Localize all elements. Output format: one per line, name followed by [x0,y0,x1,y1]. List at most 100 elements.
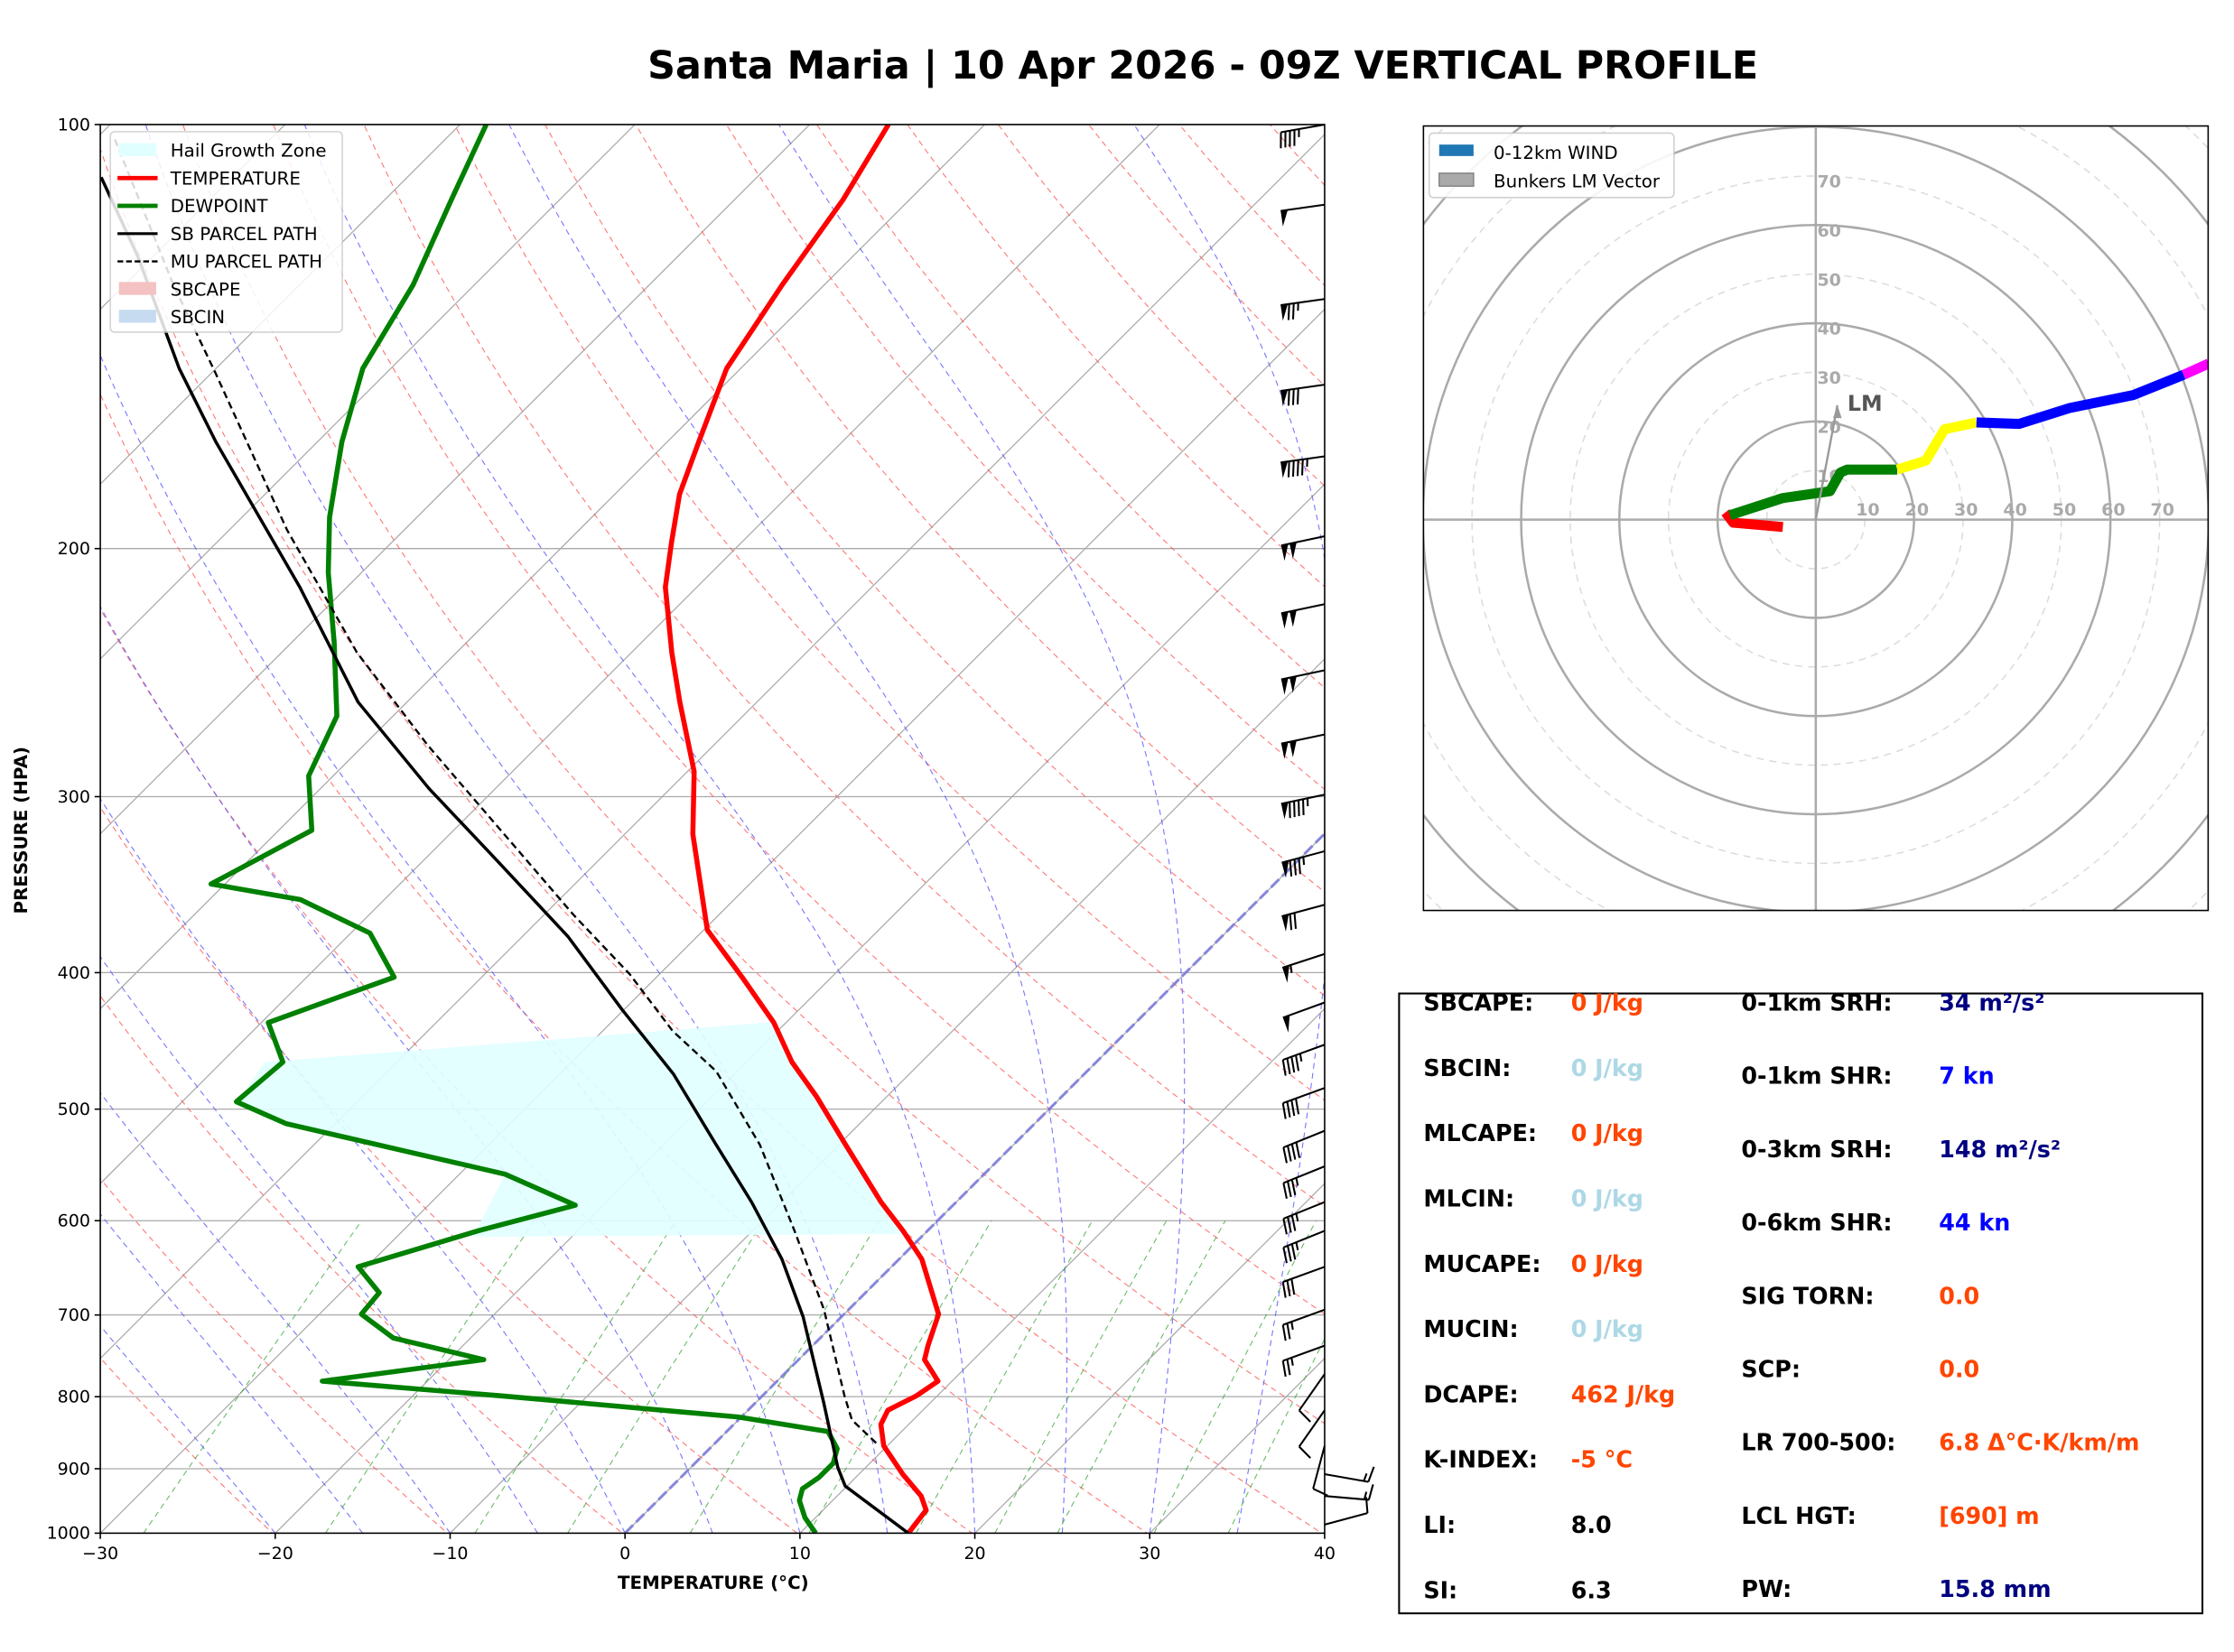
barb-flag [1289,542,1297,560]
barb-full [1295,1054,1300,1072]
legend-item: 0-12km WIND [1494,143,1618,163]
mixing-ratio-line [1056,1220,1226,1534]
stat-value: 6.8 Δ°C·K/km/m [1939,1429,2139,1456]
barb-full [1367,1466,1375,1482]
barb-staff [1282,1344,1326,1362]
barb-flag [1289,740,1297,757]
wind-barb [1281,849,1326,878]
ring-label-x: 60 [2101,500,2125,520]
moist-adiabat-line [100,605,713,1534]
mixing-ratio-line [474,1220,677,1534]
legend-swatch [118,282,156,295]
ring-label-x: 40 [2003,500,2026,520]
wind-barb [1282,1201,1326,1235]
hodograph-segment [1728,464,1898,521]
y-tick-label: 200 [58,539,90,559]
stat-value: 148 m²/s² [1939,1136,2061,1163]
wind-barb [1312,1445,1328,1497]
x-tick-label: 10 [789,1544,811,1564]
barb-half [1299,1053,1303,1063]
hail-growth-zone [236,1022,906,1238]
barb-half [1290,1357,1294,1366]
ring-label-y: 70 [1817,172,1840,192]
barb-full [1293,801,1296,818]
barb-full [1282,1247,1288,1264]
barb-full [1290,1179,1297,1196]
isotherm-line [100,124,636,660]
stat-label: SIG TORN: [1741,1282,1874,1309]
barb-full [1296,459,1299,477]
barb-flag [1280,543,1289,561]
barb-full [1282,1183,1288,1199]
dry-adiabat-line [363,124,1325,1208]
dry-adiabat-line [100,1177,449,1534]
wind-barb [1280,298,1326,321]
x-tick-label: 0 [619,1544,630,1564]
hodograph-frame [1422,125,2210,912]
stat-value: 0 J/kg [1571,1315,1643,1342]
barb-staff [1280,384,1326,393]
barb-staff [1282,1266,1326,1284]
mixing-ratio-line [1153,1220,1317,1534]
ring-label-y: 40 [1817,320,1840,339]
stat-value: 34 m²/s² [1939,989,2044,1016]
moist-adiabat-line [100,1213,364,1534]
stat-value: 8.0 [1571,1511,1612,1538]
barb-flag [1280,209,1289,227]
x-axis-label: TEMPERATURE (°C) [618,1573,809,1593]
moist-adiabat-line [100,354,801,1534]
stat-value: 0 J/kg [1571,989,1643,1016]
barb-full [1287,1181,1292,1198]
barb-full [1289,802,1291,819]
barb-full [1295,1142,1301,1158]
barb-flag [1280,389,1289,407]
barb-staff [1282,1308,1326,1326]
barb-full [1286,1101,1291,1118]
y-tick-label: 1000 [47,1524,90,1544]
stat-label: 0-3km SRH: [1741,1136,1892,1163]
barb-staff [1280,123,1326,134]
barb-full [1287,1245,1292,1262]
isotherm-line [100,134,1325,1360]
wind-barb [1280,384,1326,407]
wind-barb [1280,123,1326,149]
barb-full [1290,1243,1297,1260]
mixing-ratio-line [808,1220,992,1534]
mu-parcel-path-line [112,135,878,1444]
barb-full [1293,858,1298,876]
figure-title: Santa Maria | 10 Apr 2026 - 09Z VERTICAL… [647,43,1758,88]
legend-item: TEMPERATURE [170,168,301,189]
barb-full [1290,1214,1297,1231]
mixing-ratio-line [916,1220,1094,1534]
legend-swatch [1438,144,1474,156]
y-tick-label: 400 [58,963,90,983]
dry-adiabat-line [273,124,1325,1315]
barb-full [1286,1280,1291,1297]
barb-full [1287,1145,1292,1162]
barb-staff [1282,1001,1326,1019]
ring-label-x: 20 [1905,500,1929,520]
hodograph-segment [1976,370,2186,430]
barb-half [1295,1241,1299,1251]
wind-barb [1298,1373,1326,1423]
barb-full [1364,1497,1369,1514]
y-tick-label: 300 [58,787,90,807]
barb-flag [1280,802,1289,820]
ring-label-x: 70 [2151,500,2174,520]
wind-barb [1281,1308,1326,1341]
bunkers-lm-vector [1814,404,1838,520]
stat-value: 462 J/kg [1571,1380,1675,1407]
barb-full [1281,1360,1287,1378]
x-tick-label: −10 [432,1544,468,1564]
barb-flag [1280,678,1289,695]
ring-label-y: 20 [1817,418,1840,438]
barb-full [1293,913,1298,929]
stat-label: MLCAPE: [1423,1119,1537,1146]
barb-full [1281,1059,1287,1076]
legend-item: MU PARCEL PATH [171,252,322,273]
ring-label-x: 50 [2052,500,2076,520]
legend-box [1428,132,1675,199]
barb-staff [1281,904,1326,917]
hodograph-segment [2181,358,2209,380]
